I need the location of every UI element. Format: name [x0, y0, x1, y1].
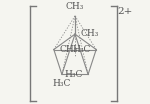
Text: CH₃: CH₃: [59, 45, 78, 54]
Text: H₃C: H₃C: [72, 45, 91, 54]
Text: CH₃: CH₃: [66, 2, 84, 11]
Text: CH₃: CH₃: [81, 29, 99, 38]
Text: H₃C: H₃C: [53, 79, 71, 89]
Text: 2+: 2+: [117, 7, 133, 16]
Text: H₃C: H₃C: [64, 70, 83, 79]
